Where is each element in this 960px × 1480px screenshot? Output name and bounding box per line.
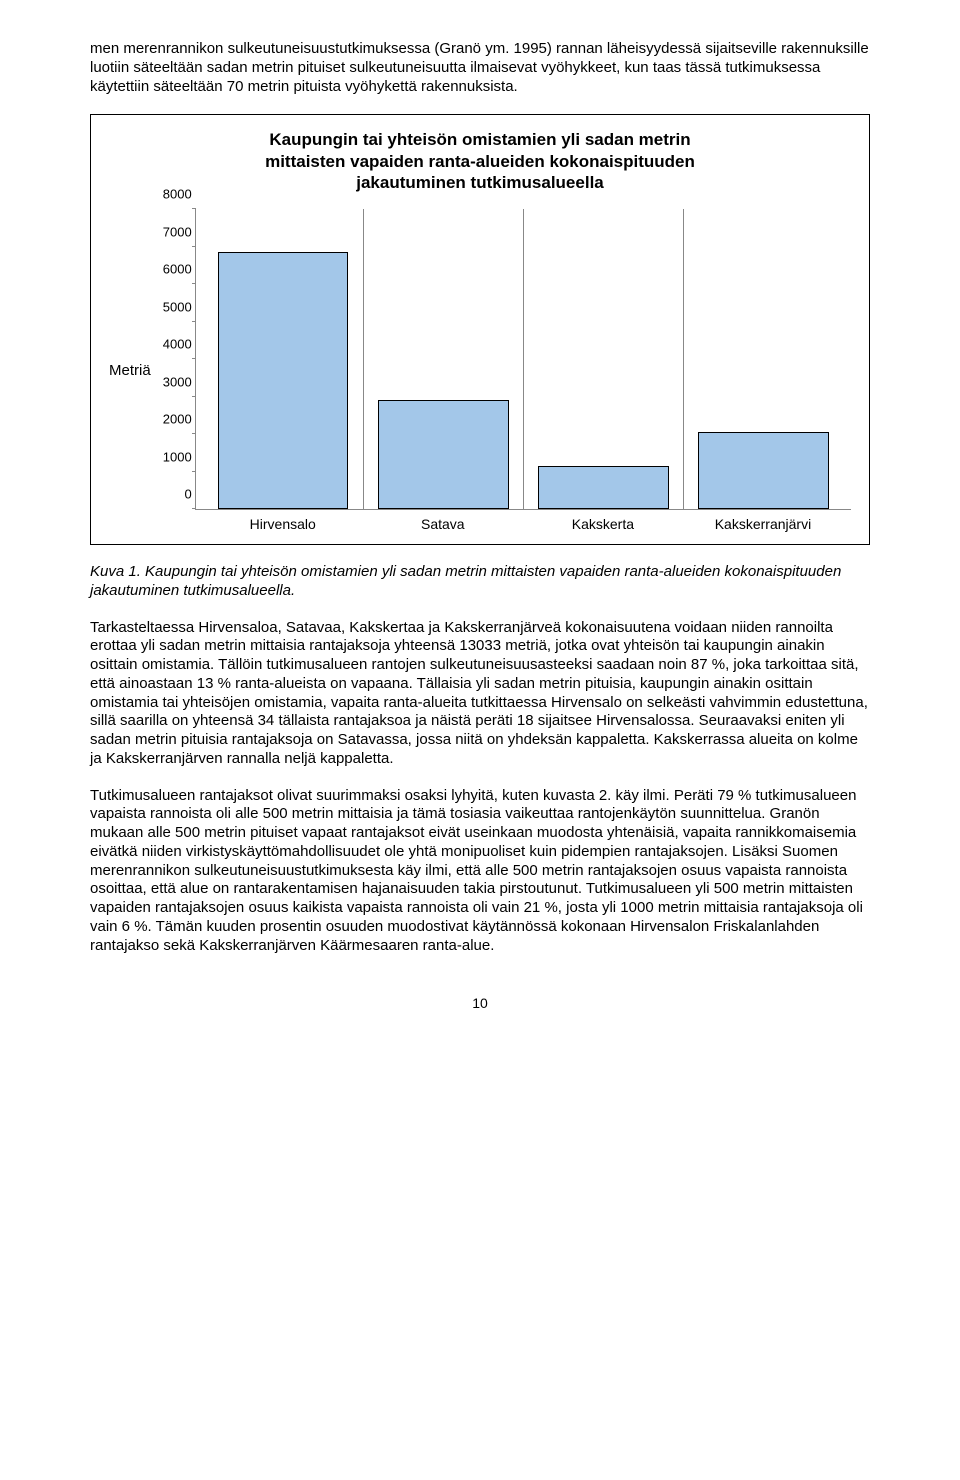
xlabel: Kakskerranjärvi bbox=[683, 516, 843, 532]
page-number: 10 bbox=[90, 995, 870, 1011]
chart-title-line1: Kaupungin tai yhteisön omistamien yli sa… bbox=[269, 130, 690, 149]
bar bbox=[218, 252, 348, 509]
ytick-label: 0 bbox=[152, 487, 192, 502]
ytick-mark bbox=[192, 208, 196, 209]
ytick-mark bbox=[192, 358, 196, 359]
ytick-label: 7000 bbox=[152, 224, 192, 239]
ytick-label: 6000 bbox=[152, 262, 192, 277]
chart-title: Kaupungin tai yhteisön omistamien yli sa… bbox=[109, 129, 851, 193]
ytick-mark bbox=[192, 471, 196, 472]
ytick-mark bbox=[192, 396, 196, 397]
ytick-label: 2000 bbox=[152, 412, 192, 427]
chart-title-line2: mittaisten vapaiden ranta-alueiden kokon… bbox=[265, 152, 695, 171]
bar-slot bbox=[684, 209, 843, 509]
ytick-label: 5000 bbox=[152, 299, 192, 314]
chart-container: Kaupungin tai yhteisön omistamien yli sa… bbox=[90, 114, 870, 545]
xlabel: Satava bbox=[363, 516, 523, 532]
paragraph-3: Tutkimusalueen rantajaksot olivat suurim… bbox=[90, 787, 870, 956]
ytick-label: 3000 bbox=[152, 374, 192, 389]
ytick-label: 4000 bbox=[152, 337, 192, 352]
ytick-label: 1000 bbox=[152, 449, 192, 464]
ytick-mark bbox=[192, 433, 196, 434]
document-page: men merenrannikon sulkeutuneisuustutkimu… bbox=[0, 0, 960, 1041]
ytick-mark bbox=[192, 508, 196, 509]
bar bbox=[538, 466, 668, 509]
xlabel: Kakskerta bbox=[523, 516, 683, 532]
bar bbox=[378, 400, 508, 509]
chart-plot: 010002000300040005000600070008000 Hirven… bbox=[155, 209, 851, 532]
bar-slot bbox=[204, 209, 364, 509]
bar bbox=[698, 432, 828, 509]
ytick-mark bbox=[192, 321, 196, 322]
xlabel: Hirvensalo bbox=[203, 516, 363, 532]
paragraph-2: Tarkasteltaessa Hirvensaloa, Satavaa, Ka… bbox=[90, 619, 870, 769]
chart-title-line3: jakautuminen tutkimusalueella bbox=[356, 173, 604, 192]
figure-caption: Kuva 1. Kaupungin tai yhteisön omistamie… bbox=[90, 563, 870, 601]
ytick-mark bbox=[192, 283, 196, 284]
bar-slot bbox=[524, 209, 684, 509]
chart-area: Metriä 010002000300040005000600070008000… bbox=[109, 209, 851, 532]
bar-slot bbox=[364, 209, 524, 509]
ytick-label: 8000 bbox=[152, 187, 192, 202]
ytick-mark bbox=[192, 246, 196, 247]
paragraph-1: men merenrannikon sulkeutuneisuustutkimu… bbox=[90, 40, 870, 96]
chart-ylabel: Metriä bbox=[109, 362, 151, 379]
